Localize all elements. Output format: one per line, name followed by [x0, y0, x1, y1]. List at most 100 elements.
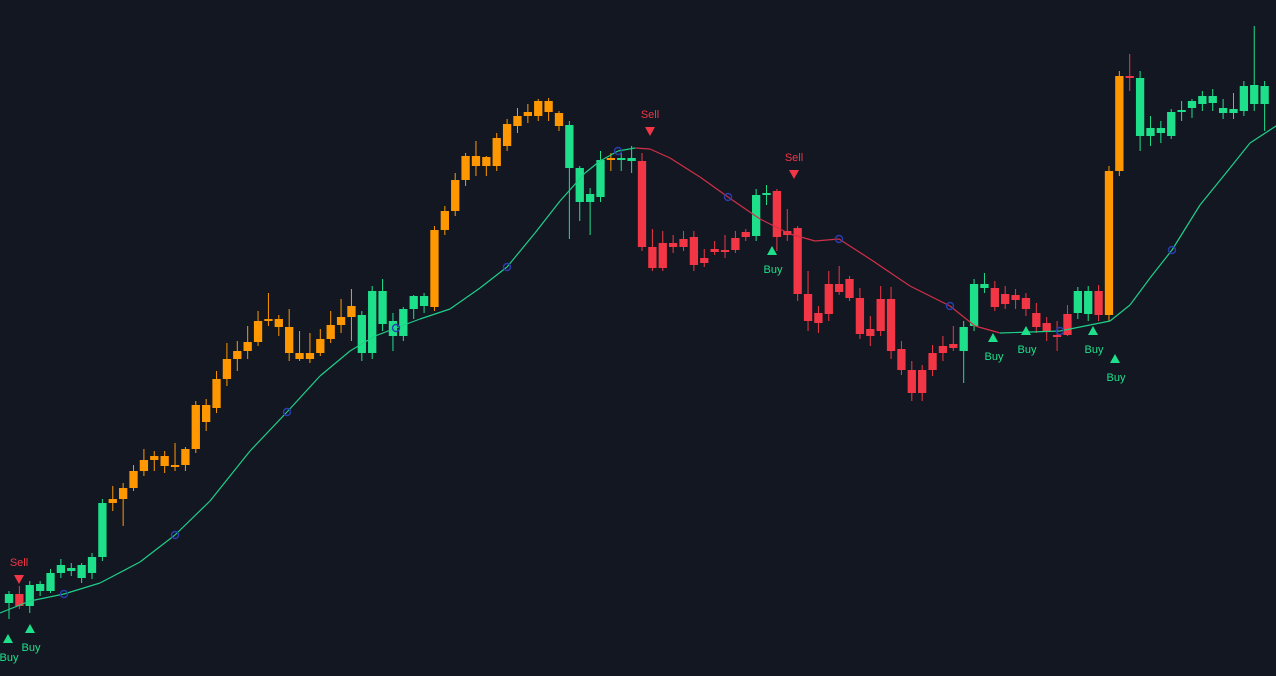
candle-body — [440, 211, 449, 230]
candle-body — [1052, 335, 1062, 337]
moving-average-segment — [209, 450, 251, 502]
candle — [1198, 91, 1207, 111]
candle-body — [243, 342, 252, 351]
candle-body — [129, 471, 138, 488]
candle — [1052, 321, 1062, 351]
candle-body — [1260, 86, 1269, 104]
candle — [1250, 26, 1259, 111]
candle-body — [1156, 128, 1166, 133]
candle-body — [565, 125, 574, 168]
candle — [170, 443, 180, 471]
buy-triangle-icon — [1021, 326, 1031, 335]
candle-body — [1125, 76, 1134, 78]
candle — [1063, 305, 1072, 336]
candle — [233, 341, 242, 371]
candle-body — [1084, 291, 1093, 314]
moving-average-segment — [634, 147, 651, 150]
moving-average-segment — [449, 287, 481, 310]
candle — [679, 231, 688, 251]
buy-label: Buy — [22, 642, 41, 654]
candle — [513, 108, 522, 133]
sell-label: Sell — [641, 109, 659, 121]
candle-body — [689, 237, 699, 265]
candle-body — [222, 359, 232, 379]
candle-body — [87, 557, 97, 573]
candle-body — [648, 247, 657, 268]
candle — [150, 451, 159, 471]
candle — [918, 365, 927, 401]
sell-triangle-icon — [14, 575, 24, 584]
ma-marker — [391, 323, 401, 333]
moving-average-segment — [479, 266, 508, 289]
candle — [419, 293, 429, 313]
moving-average-segment — [1171, 204, 1201, 251]
candle-body — [502, 124, 512, 146]
candle — [845, 276, 854, 301]
candle — [1001, 286, 1010, 309]
candle-body — [202, 405, 211, 422]
candle — [1135, 71, 1145, 151]
ma-marker — [282, 407, 292, 417]
candle — [565, 121, 574, 239]
candle-body — [523, 112, 533, 116]
candle — [762, 185, 771, 205]
candle — [1125, 54, 1134, 91]
buy-signal: Buy — [0, 634, 19, 664]
candle-body — [295, 353, 304, 359]
candle — [720, 235, 730, 258]
candle-body — [627, 158, 636, 161]
candle-body — [762, 193, 771, 195]
candle — [482, 156, 491, 176]
candle — [46, 569, 55, 593]
sell-signal: Sell — [785, 152, 803, 179]
candle-body — [897, 349, 906, 370]
candle-body — [544, 101, 553, 112]
candle — [378, 279, 387, 331]
candle — [285, 309, 294, 361]
candle-body — [741, 232, 750, 237]
moving-average-segment — [286, 375, 321, 413]
buy-triangle-icon — [25, 624, 35, 633]
candle — [98, 499, 107, 561]
moving-average-segment — [699, 176, 729, 198]
candle — [866, 316, 875, 346]
candle-body — [1239, 86, 1249, 111]
candle — [627, 146, 636, 173]
candle — [606, 153, 616, 171]
candle — [87, 553, 97, 579]
candle — [25, 581, 34, 613]
candle — [357, 311, 366, 361]
candle-body — [1177, 110, 1186, 112]
candle-body — [336, 317, 346, 325]
candle-body — [451, 180, 460, 211]
candle-body — [1032, 313, 1041, 327]
moving-average-segment — [759, 218, 791, 235]
moving-average-segment — [584, 160, 601, 174]
buy-signal: Buy — [764, 246, 783, 276]
candle — [793, 226, 802, 301]
candle — [648, 229, 657, 271]
candle-body — [492, 138, 501, 166]
candle — [4, 591, 14, 619]
candle-body — [1042, 323, 1051, 331]
candle-body — [1104, 171, 1114, 315]
candle — [814, 306, 823, 333]
candle-body — [1001, 294, 1010, 304]
moving-average-segment — [1149, 249, 1173, 279]
candle — [1187, 99, 1197, 118]
sell-label: Sell — [785, 152, 803, 164]
candle-body — [679, 239, 688, 247]
candle-body — [430, 230, 439, 307]
candle — [316, 329, 325, 356]
buy-label: Buy — [764, 264, 783, 276]
candle — [243, 326, 252, 359]
candle-body — [1229, 109, 1238, 113]
moving-average-segment — [63, 582, 101, 595]
candle-body — [35, 584, 45, 591]
candle-body — [419, 296, 429, 306]
candle — [1208, 89, 1217, 111]
buy-label: Buy — [985, 351, 1004, 363]
